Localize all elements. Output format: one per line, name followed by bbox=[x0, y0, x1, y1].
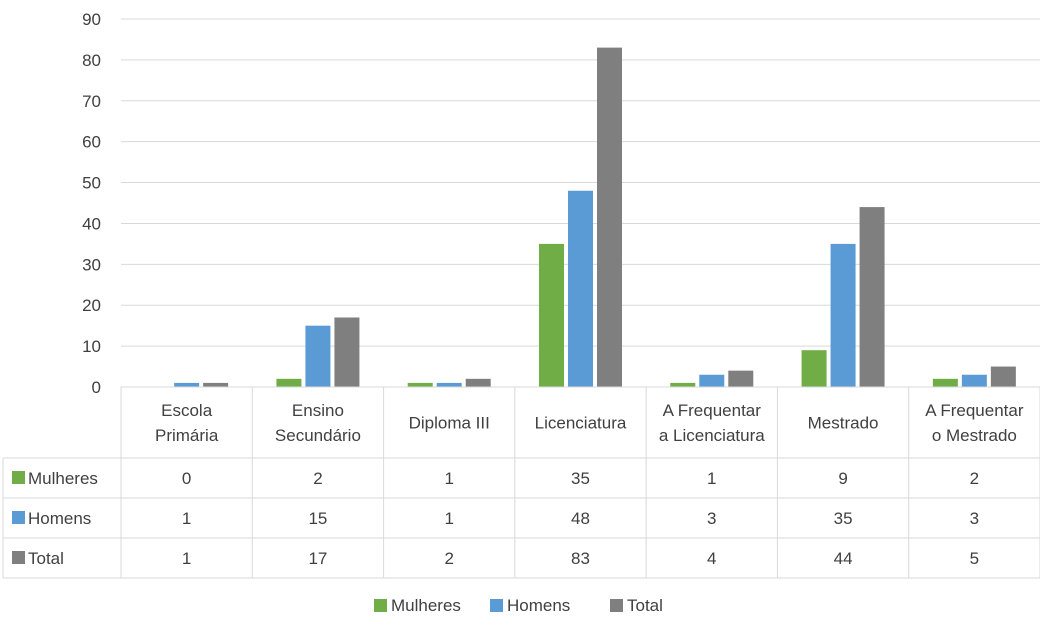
legend-key-homens bbox=[490, 599, 503, 612]
table-cell: 1 bbox=[444, 509, 453, 528]
bar-total-4 bbox=[728, 370, 754, 387]
y-tick-label: 20 bbox=[82, 296, 101, 315]
bar-mulheres-2 bbox=[407, 382, 433, 387]
category-label: A Frequentar bbox=[925, 401, 1024, 420]
table-cell: 83 bbox=[571, 549, 590, 568]
table-cell: 48 bbox=[571, 509, 590, 528]
table-cell: 1 bbox=[707, 469, 716, 488]
legend-label-mulheres: Mulheres bbox=[391, 596, 461, 615]
bar-homens-1 bbox=[305, 325, 331, 387]
y-tick-label: 10 bbox=[82, 337, 101, 356]
legend-key-mulheres bbox=[374, 599, 387, 612]
table-cell: 3 bbox=[707, 509, 716, 528]
legend-label-homens: Homens bbox=[507, 596, 570, 615]
table-cell: 35 bbox=[834, 509, 853, 528]
data-table: Escola Primária Ensino Secundário Diploma II… bbox=[2, 386, 1040, 579]
table-cell: 1 bbox=[182, 549, 191, 568]
bar-total-3 bbox=[597, 47, 622, 387]
y-tick-label: 50 bbox=[82, 174, 101, 193]
y-axis: 0 10 20 30 40 50 60 70 80 90 bbox=[82, 10, 101, 397]
category-label: Mestrado bbox=[808, 414, 879, 433]
table-legend-key bbox=[12, 551, 25, 564]
bar-mulheres-5 bbox=[801, 350, 827, 387]
table-series-label: Total bbox=[28, 549, 64, 568]
y-tick-label: 30 bbox=[82, 255, 101, 274]
bar-homens-2 bbox=[436, 382, 462, 387]
table-legend-key bbox=[12, 471, 25, 484]
table-legend-key bbox=[12, 511, 25, 524]
table-cell: 1 bbox=[444, 469, 453, 488]
table-series-label: Homens bbox=[28, 509, 91, 528]
bars bbox=[174, 47, 1016, 387]
category-label: Ensino bbox=[292, 401, 344, 420]
y-tick-label: 60 bbox=[82, 133, 101, 152]
category-label: a Licenciatura bbox=[659, 426, 765, 445]
table-cell: 44 bbox=[834, 549, 853, 568]
y-tick-label: 40 bbox=[82, 214, 101, 233]
bar-total-0 bbox=[203, 382, 229, 387]
table-cell: 2 bbox=[970, 469, 979, 488]
bar-total-2 bbox=[465, 378, 491, 387]
category-label: Diploma III bbox=[409, 414, 490, 433]
bar-homens-4 bbox=[699, 374, 725, 387]
legend-key-total bbox=[610, 599, 623, 612]
y-tick-label: 70 bbox=[82, 92, 101, 111]
bar-homens-6 bbox=[961, 374, 987, 387]
table-cell: 9 bbox=[838, 469, 847, 488]
category-label: Licenciatura bbox=[535, 414, 627, 433]
category-label: Primária bbox=[155, 426, 219, 445]
y-tick-label: 0 bbox=[92, 378, 101, 397]
table-cell: 17 bbox=[308, 549, 327, 568]
bar-mulheres-6 bbox=[932, 378, 958, 387]
bar-mulheres-1 bbox=[276, 378, 302, 387]
y-tick-label: 90 bbox=[82, 10, 101, 29]
bar-homens-0 bbox=[174, 382, 200, 387]
table-series-label: Mulheres bbox=[28, 469, 98, 488]
table-cell: 4 bbox=[707, 549, 716, 568]
bar-homens-5 bbox=[830, 243, 856, 387]
table-cell: 3 bbox=[970, 509, 979, 528]
table-cell: 1 bbox=[182, 509, 191, 528]
y-tick-label: 80 bbox=[82, 51, 101, 70]
bar-total-1 bbox=[334, 317, 360, 387]
table-cell: 35 bbox=[571, 469, 590, 488]
table-cell: 0 bbox=[182, 469, 191, 488]
table-cell: 2 bbox=[313, 469, 322, 488]
category-label: o Mestrado bbox=[932, 426, 1017, 445]
bar-homens-3 bbox=[568, 190, 593, 387]
table-cell: 15 bbox=[308, 509, 327, 528]
legend: Mulheres Homens Total bbox=[374, 596, 663, 615]
bar-total-5 bbox=[859, 207, 885, 387]
legend-label-total: Total bbox=[627, 596, 663, 615]
bar-mulheres-4 bbox=[670, 382, 696, 387]
category-label: A Frequentar bbox=[663, 401, 762, 420]
category-label: Escola bbox=[161, 401, 213, 420]
table-cell: 5 bbox=[970, 549, 979, 568]
table-cell: 2 bbox=[444, 549, 453, 568]
bar-mulheres-3 bbox=[539, 243, 564, 387]
bar-total-6 bbox=[990, 366, 1016, 387]
gridlines bbox=[121, 18, 1040, 347]
category-label: Secundário bbox=[275, 426, 361, 445]
